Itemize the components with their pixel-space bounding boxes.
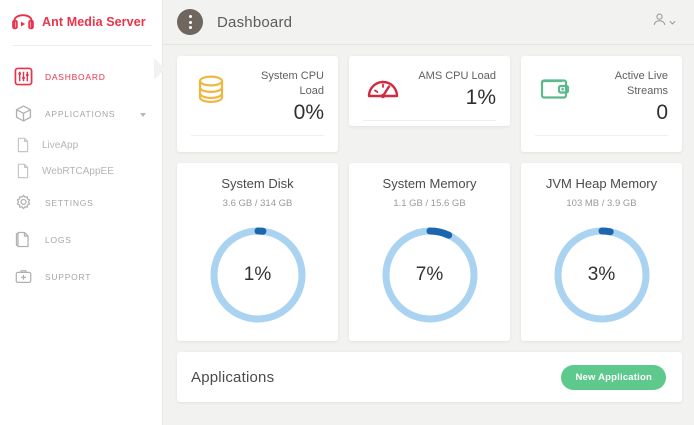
file-icon <box>16 163 30 179</box>
support-icon <box>14 267 33 286</box>
ant-media-logo-icon <box>12 13 34 31</box>
sidebar-subitem-label: WebRTCAppEE <box>42 165 114 177</box>
user-menu[interactable] <box>652 12 676 32</box>
dot <box>188 20 192 24</box>
active-item-notch <box>154 58 165 80</box>
stat-text: Active Live Streams 0 <box>575 69 668 126</box>
stat-divider <box>535 135 668 136</box>
applications-panel: Applications New Application <box>177 352 682 402</box>
gauge-subtitle: 3.6 GB / 314 GB <box>222 198 293 209</box>
user-icon <box>652 12 667 32</box>
gauge-ring: 7% <box>378 223 482 327</box>
stat-divider <box>191 135 324 136</box>
stat-top: Active Live Streams 0 <box>535 69 668 126</box>
stat-card-active-live-streams: Active Live Streams 0 <box>521 56 682 152</box>
gauge-percent: 3% <box>587 264 616 285</box>
brand-name: Ant Media Server <box>42 15 146 29</box>
gauge-title: System Memory <box>382 176 477 191</box>
chevron-down-icon <box>669 13 676 31</box>
sidebar-nav: DASHBOARD APPLICATIONS <box>0 44 162 295</box>
stat-top: System CPU Load 0% <box>191 69 324 126</box>
stat-card-system-cpu-load: System CPU Load 0% <box>177 56 338 152</box>
gauge-icon <box>363 69 403 109</box>
kebab-menu-icon[interactable] <box>177 9 203 35</box>
applications-title: Applications <box>191 368 275 386</box>
stat-label: AMS CPU Load <box>418 70 496 82</box>
stat-text: System CPU Load 0% <box>231 69 324 126</box>
stat-footer <box>191 136 324 152</box>
stat-card-ams-cpu-load: AMS CPU Load 1% <box>349 56 510 126</box>
stat-text: AMS CPU Load 1% <box>403 69 496 111</box>
stat-footer <box>535 136 668 152</box>
stat-footer <box>363 121 496 126</box>
sidebar-item-logs[interactable]: LOGS <box>0 221 162 258</box>
sidebar-item-label: SETTINGS <box>45 197 94 208</box>
database-icon <box>191 69 231 109</box>
stat-value: 0 <box>656 101 668 124</box>
stat-value: 1% <box>465 86 496 109</box>
sidebar-item-applications[interactable]: APPLICATIONS <box>0 95 162 132</box>
stat-label: System CPU Load <box>261 70 324 97</box>
gauge-ring: 3% <box>550 223 654 327</box>
gauge-subtitle: 103 MB / 3.9 GB <box>566 198 637 209</box>
sidebar-item-label: SUPPORT <box>45 271 92 282</box>
gauge-card-system-memory: System Memory 1.1 GB / 15.6 GB 7% <box>349 163 510 341</box>
dashboard-content: System CPU Load 0% <box>163 45 694 425</box>
wallet-icon <box>535 69 575 109</box>
sidebar-item-label: APPLICATIONS <box>45 108 116 119</box>
file-icon <box>16 137 30 153</box>
gauge-title: JVM Heap Memory <box>545 176 658 191</box>
gauge-percent: 7% <box>415 264 444 285</box>
topbar: Dashboard <box>163 0 694 45</box>
gear-icon <box>14 193 33 212</box>
gauge-card-system-disk: System Disk 3.6 GB / 314 GB 1% <box>177 163 338 341</box>
stat-cards-row: System CPU Load 0% <box>177 56 682 152</box>
dot <box>188 15 192 18</box>
brand[interactable]: Ant Media Server <box>0 0 162 44</box>
stat-value: 0% <box>293 101 324 124</box>
sidebar-subitem-webrtcappee[interactable]: WebRTCAppEE <box>0 158 162 184</box>
sidebar-subitem-label: LiveApp <box>42 139 79 151</box>
gauge-ring: 1% <box>206 223 310 327</box>
gauge-percent: 1% <box>243 264 272 285</box>
sidebar-item-dashboard[interactable]: DASHBOARD <box>0 58 162 95</box>
equalizer-icon <box>14 67 33 86</box>
dot <box>188 26 192 29</box>
page-title: Dashboard <box>217 13 293 31</box>
sidebar-subitem-liveapp[interactable]: LiveApp <box>0 132 162 158</box>
sidebar-item-settings[interactable]: SETTINGS <box>0 184 162 221</box>
gauge-cards-row: System Disk 3.6 GB / 314 GB 1% System Me… <box>177 163 682 341</box>
sidebar-item-label: DASHBOARD <box>45 71 106 82</box>
main-area: Dashboard <box>163 0 694 425</box>
gauge-subtitle: 1.1 GB / 15.6 GB <box>393 198 466 209</box>
gauge-card-jvm-heap-memory: JVM Heap Memory 103 MB / 3.9 GB 3% <box>521 163 682 341</box>
logs-icon <box>14 230 33 249</box>
stat-label: Active Live Streams <box>614 70 668 97</box>
chevron-down-icon[interactable] <box>140 112 146 117</box>
sidebar-item-label: LOGS <box>45 234 72 245</box>
sidebar: Ant Media Server DASHBOARD <box>0 0 165 425</box>
box-icon <box>14 104 33 123</box>
stat-divider <box>363 120 496 121</box>
gauge-title: System Disk <box>221 176 294 191</box>
sidebar-item-support[interactable]: SUPPORT <box>0 258 162 295</box>
stat-top: AMS CPU Load 1% <box>363 69 496 111</box>
brand-divider <box>12 45 152 46</box>
new-application-button[interactable]: New Application <box>561 364 666 390</box>
